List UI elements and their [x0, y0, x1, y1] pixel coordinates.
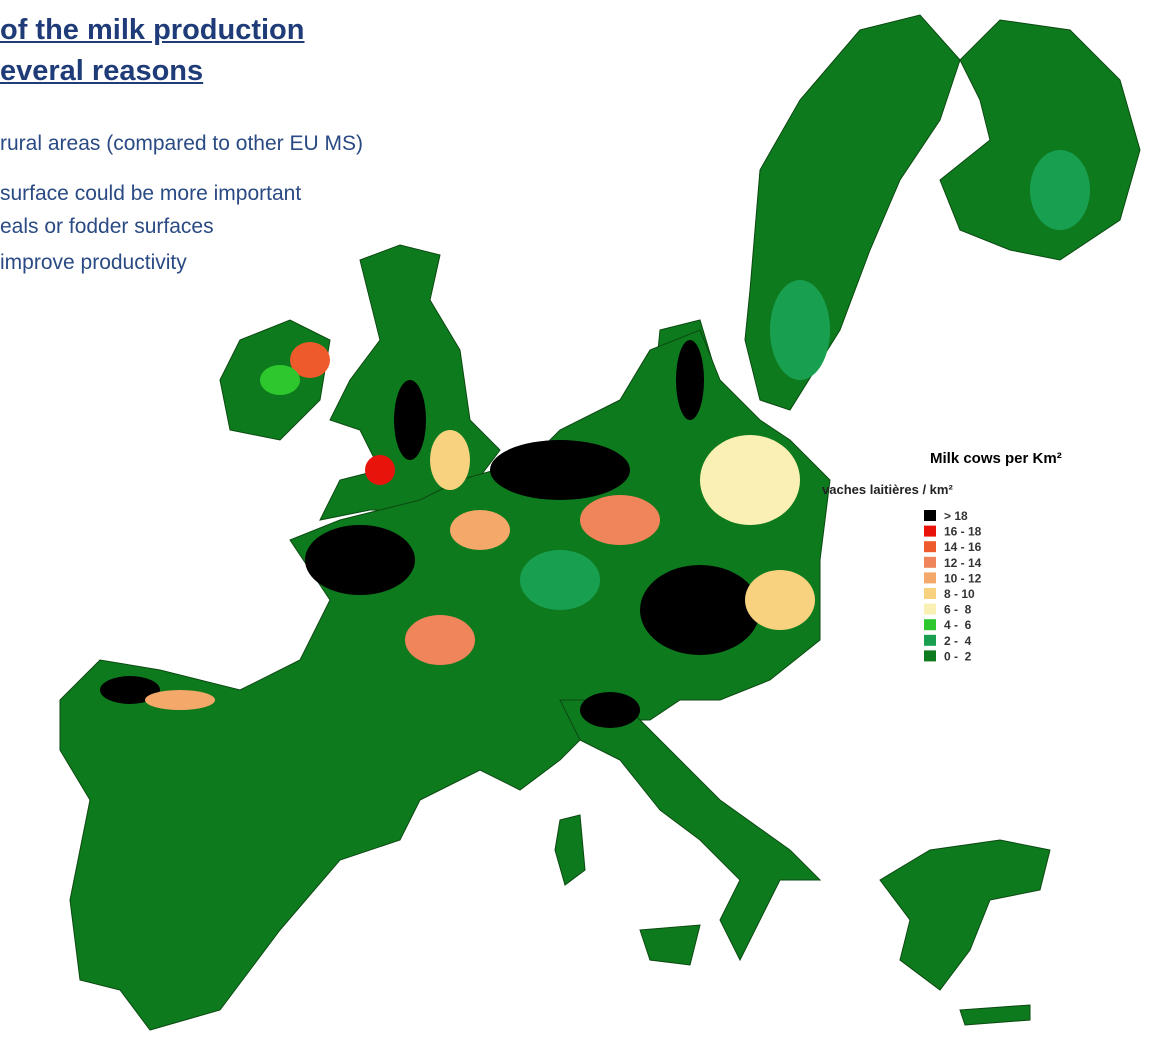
legend-label: > 18 [944, 509, 968, 523]
finland [940, 20, 1140, 260]
bullet: surface could be more important [0, 182, 301, 206]
legend-swatch [924, 635, 936, 646]
bullet: eals or fodder surfaces [0, 215, 214, 239]
legend-label: 14 - 16 [944, 540, 982, 554]
bullet: rural areas (compared to other EU MS) [0, 132, 363, 156]
legend-subtitle: vaches laitières / km² [822, 482, 953, 497]
legend-swatch [924, 572, 936, 583]
legend-swatch [924, 526, 936, 537]
sardinia [555, 815, 585, 885]
crete [960, 1005, 1030, 1025]
legend-label: 0 - 2 [944, 649, 972, 663]
title-line: everal reasons [0, 55, 203, 88]
sicily [640, 925, 700, 965]
legend-label: 10 - 12 [944, 571, 982, 585]
legend-swatch [924, 619, 936, 630]
legend-title: Milk cows per Km² [930, 450, 1062, 467]
legend-label: 2 - 4 [944, 634, 972, 648]
legend-swatch [924, 604, 936, 615]
legend-swatch [924, 510, 936, 521]
italy [560, 700, 820, 960]
legend-swatch [924, 541, 936, 552]
legend-label: 6 - 8 [944, 603, 972, 617]
title-line: of the milk production [0, 14, 305, 47]
legend-label: 8 - 10 [944, 587, 975, 601]
legend-swatch [924, 557, 936, 568]
slide: > 18 16 - 1814 - 16 12 - 1410 - 12 8 - 10 6 … [0, 0, 1150, 1038]
legend-label: 12 - 14 [944, 556, 982, 570]
legend-label: 4 - 6 [944, 618, 972, 632]
legend-swatch [924, 650, 936, 661]
greece [880, 840, 1050, 990]
legend-swatch [924, 588, 936, 599]
bullet: improve productivity [0, 251, 187, 275]
legend-label: 16 - 18 [944, 525, 982, 539]
